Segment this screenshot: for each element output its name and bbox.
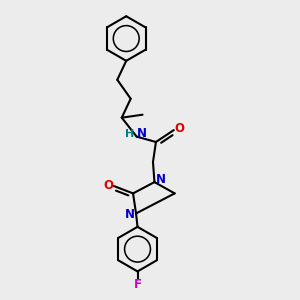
Text: O: O [103, 179, 113, 192]
Text: N: N [136, 127, 146, 140]
Text: F: F [134, 278, 142, 291]
Text: N: N [155, 173, 165, 186]
Text: H: H [125, 129, 135, 139]
Text: N: N [124, 208, 134, 221]
Text: O: O [174, 122, 184, 135]
